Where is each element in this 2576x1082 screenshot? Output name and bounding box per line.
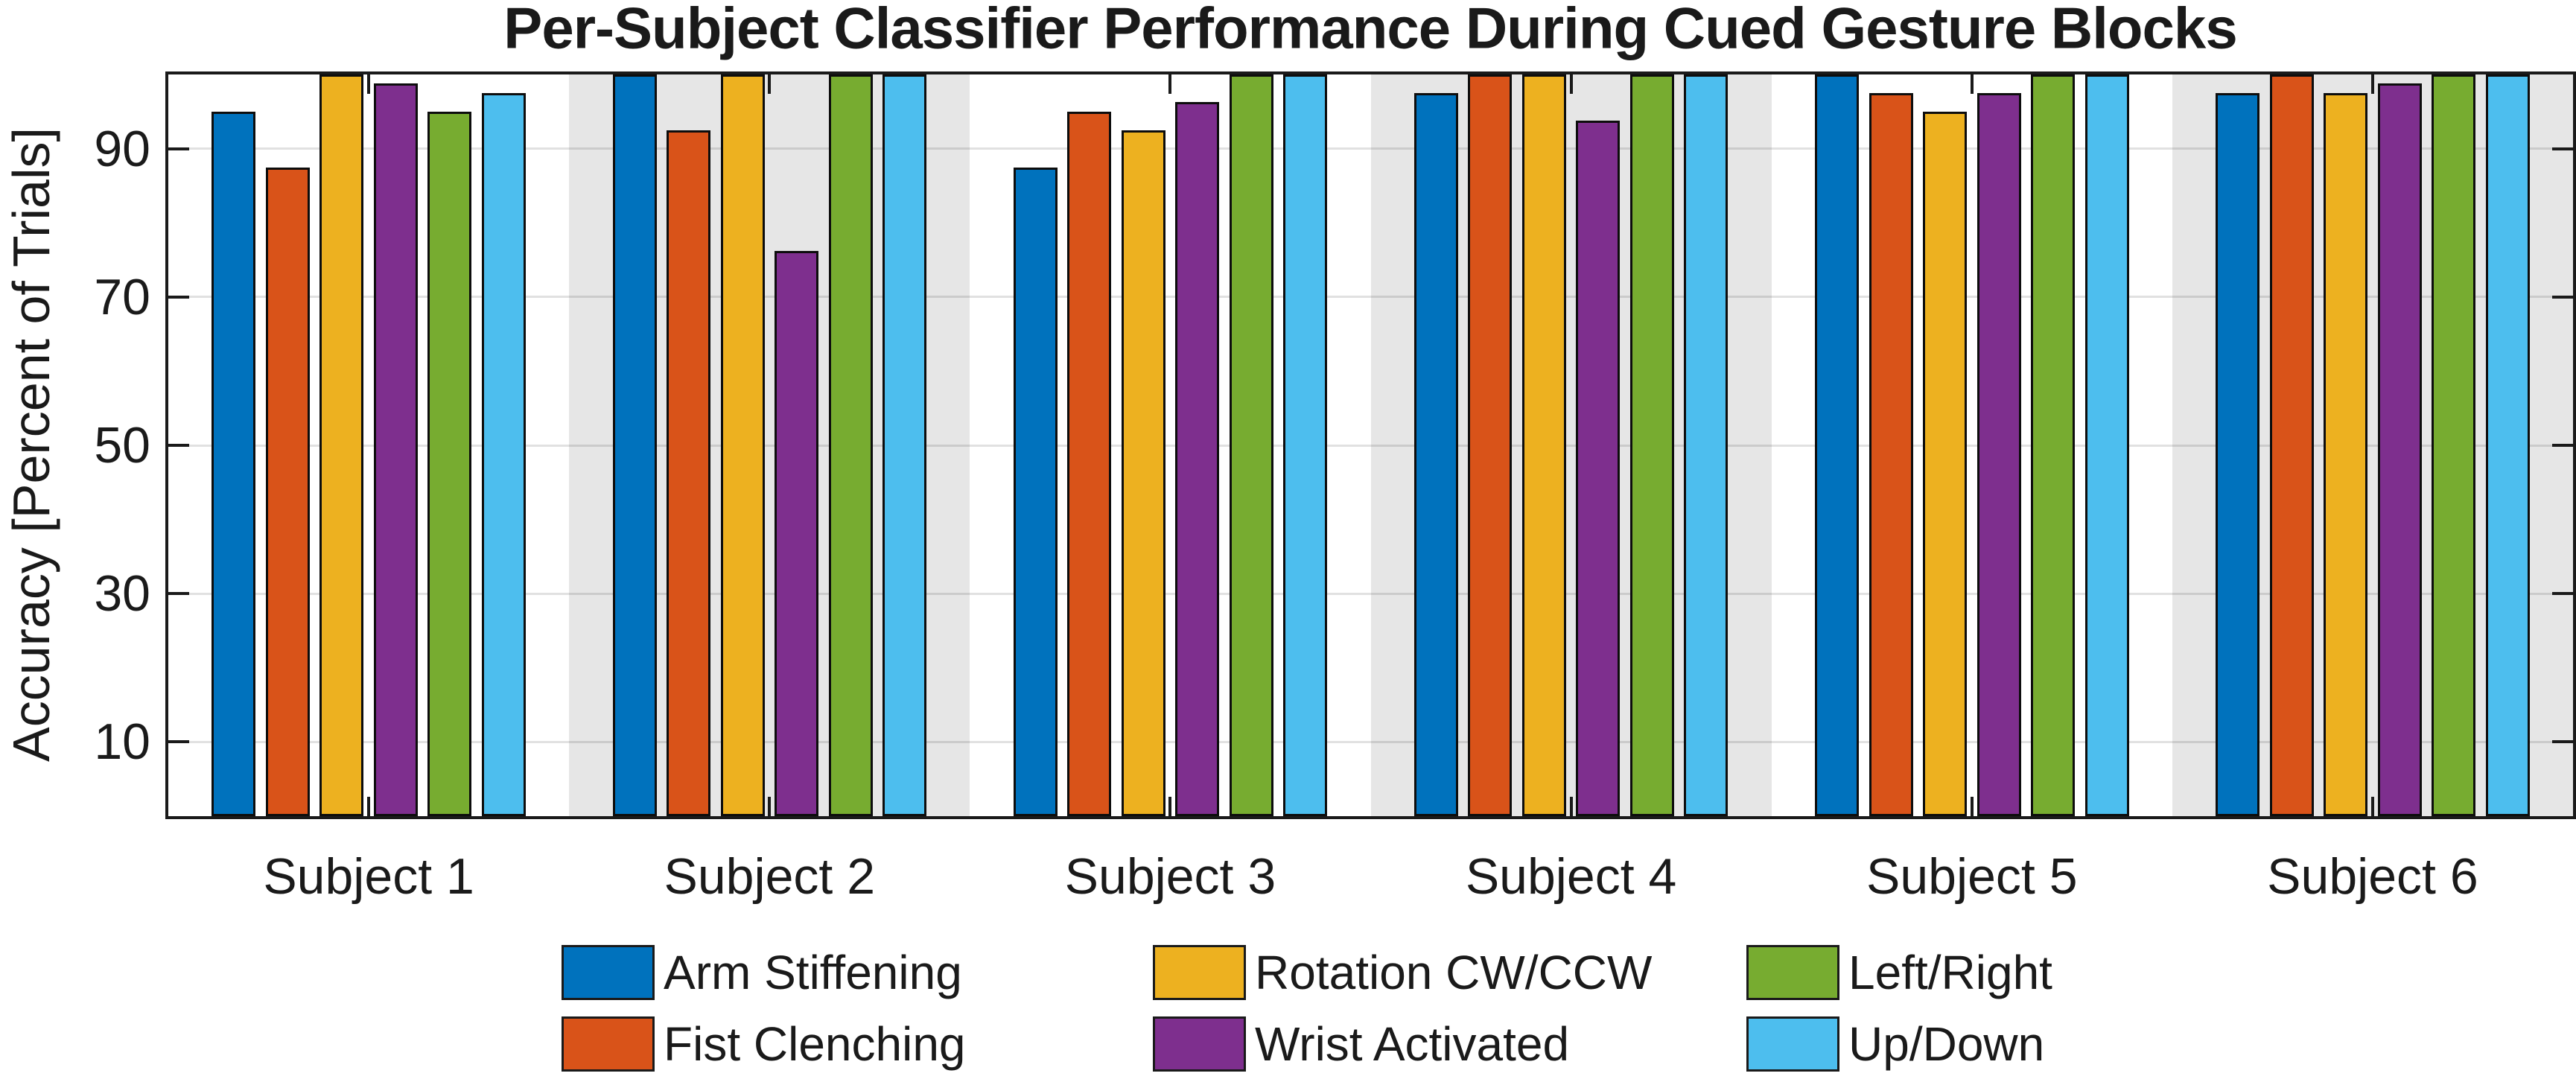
legend-label: Fist Clenching [664, 1017, 966, 1071]
bar-up-down-subject-1 [481, 92, 526, 816]
legend-swatch-left-right [1746, 945, 1839, 1000]
chart-title: Per-Subject Classifier Performance Durin… [503, 0, 2237, 61]
legend-swatch-arm-stiffening [562, 945, 655, 1000]
legend-label: Wrist Activated [1255, 1017, 1570, 1071]
bar-arm-stiffening-subject-3 [1013, 167, 1058, 816]
x-category-label: Subject 5 [1866, 848, 2078, 905]
bar-arm-stiffening-subject-6 [2216, 92, 2260, 816]
x-tick-mark-bottom [1569, 797, 1573, 816]
x-category-label: Subject 6 [2267, 848, 2478, 905]
gridline [168, 296, 2573, 299]
bar-up-down-subject-5 [2084, 74, 2129, 816]
gridline [168, 147, 2573, 150]
bar-left-right-subject-1 [427, 111, 472, 816]
plot-area [165, 71, 2576, 819]
x-tick-mark-bottom [768, 797, 772, 816]
bar-rotation-cw-ccw-subject-6 [2324, 92, 2368, 816]
x-tick-mark-top [367, 74, 371, 94]
legend-item-fist-clenching: Fist Clenching [562, 1016, 966, 1072]
y-tick-label: 10 [94, 713, 150, 771]
bar-arm-stiffening-subject-4 [1413, 92, 1458, 816]
x-tick-mark-top [2370, 74, 2374, 94]
x-tick-mark-top [768, 74, 772, 94]
gridline [168, 444, 2573, 447]
legend-label: Rotation CW/CCW [1255, 946, 1653, 999]
legend-label: Left/Right [1848, 946, 2052, 999]
bar-left-right-subject-5 [2031, 74, 2075, 816]
bar-arm-stiffening-subject-1 [212, 111, 256, 816]
y-tick-mark-left [168, 592, 189, 596]
x-tick-mark-bottom [1168, 797, 1172, 816]
x-tick-mark-bottom [367, 797, 371, 816]
y-tick-mark-right [2552, 295, 2573, 299]
y-tick-mark-left [168, 147, 189, 150]
bar-up-down-subject-2 [882, 74, 926, 816]
bar-left-right-subject-3 [1229, 74, 1273, 816]
y-tick-label: 70 [94, 268, 150, 325]
bar-rotation-cw-ccw-subject-1 [319, 74, 364, 816]
bar-fist-clenching-subject-5 [1869, 92, 1913, 816]
gridline [168, 592, 2573, 595]
y-tick-mark-left [168, 740, 189, 744]
x-tick-mark-top [1168, 74, 1172, 94]
y-tick-label: 30 [94, 565, 150, 623]
bar-fist-clenching-subject-4 [1468, 74, 1513, 816]
bar-fist-clenching-subject-6 [2269, 74, 2314, 816]
bar-arm-stiffening-subject-2 [612, 74, 657, 816]
bar-wrist-activated-subject-6 [2377, 83, 2422, 816]
legend-swatch-rotation-cw-ccw [1153, 945, 1246, 1000]
x-category-label: Subject 1 [263, 848, 474, 905]
legend-item-up-down: Up/Down [1746, 1016, 2044, 1072]
bar-fist-clenching-subject-2 [667, 130, 710, 816]
x-category-label: Subject 2 [664, 848, 876, 905]
bar-left-right-subject-4 [1629, 74, 1674, 816]
bar-left-right-subject-2 [828, 74, 873, 816]
legend-swatch-wrist-activated [1153, 1016, 1246, 1072]
bar-wrist-activated-subject-5 [1976, 92, 2021, 816]
bar-fist-clenching-subject-1 [265, 167, 310, 816]
bar-fist-clenching-subject-3 [1067, 111, 1112, 816]
x-tick-mark-bottom [2370, 797, 2374, 816]
bar-wrist-activated-subject-4 [1576, 121, 1621, 816]
bar-rotation-cw-ccw-subject-4 [1521, 74, 1566, 816]
x-category-label: Subject 4 [1465, 848, 1677, 905]
bar-arm-stiffening-subject-5 [1815, 74, 1859, 816]
legend-item-rotation-cw-ccw: Rotation CW/CCW [1153, 945, 1652, 1000]
y-tick-mark-right [2552, 147, 2573, 150]
legend-swatch-fist-clenching [562, 1016, 655, 1072]
bar-rotation-cw-ccw-subject-5 [1923, 111, 1967, 816]
legend-swatch-up-down [1746, 1016, 1839, 1072]
bar-wrist-activated-subject-3 [1175, 102, 1220, 816]
x-tick-mark-top [1569, 74, 1573, 94]
y-tick-mark-right [2552, 444, 2573, 447]
y-tick-mark-right [2552, 592, 2573, 596]
bar-wrist-activated-subject-2 [775, 250, 818, 816]
legend-item-left-right: Left/Right [1746, 945, 2052, 1000]
legend-item-arm-stiffening: Arm Stiffening [562, 945, 962, 1000]
legend-item-wrist-activated: Wrist Activated [1153, 1016, 1569, 1072]
y-tick-label: 90 [94, 120, 150, 177]
bar-left-right-subject-6 [2432, 74, 2476, 816]
bar-rotation-cw-ccw-subject-3 [1121, 130, 1165, 816]
x-tick-mark-bottom [1970, 797, 1974, 816]
bar-up-down-subject-3 [1283, 74, 1328, 816]
y-tick-mark-left [168, 444, 189, 447]
gridline [168, 740, 2573, 743]
bar-up-down-subject-4 [1684, 74, 1729, 816]
legend-label: Up/Down [1848, 1017, 2045, 1071]
y-tick-label: 50 [94, 417, 150, 474]
legend-label: Arm Stiffening [664, 946, 962, 999]
x-category-label: Subject 3 [1064, 848, 1276, 905]
y-tick-mark-right [2552, 740, 2573, 744]
y-tick-mark-left [168, 295, 189, 299]
bar-wrist-activated-subject-1 [373, 83, 418, 816]
x-tick-mark-top [1970, 74, 1974, 94]
bar-up-down-subject-6 [2485, 74, 2530, 816]
bar-rotation-cw-ccw-subject-2 [720, 74, 765, 816]
